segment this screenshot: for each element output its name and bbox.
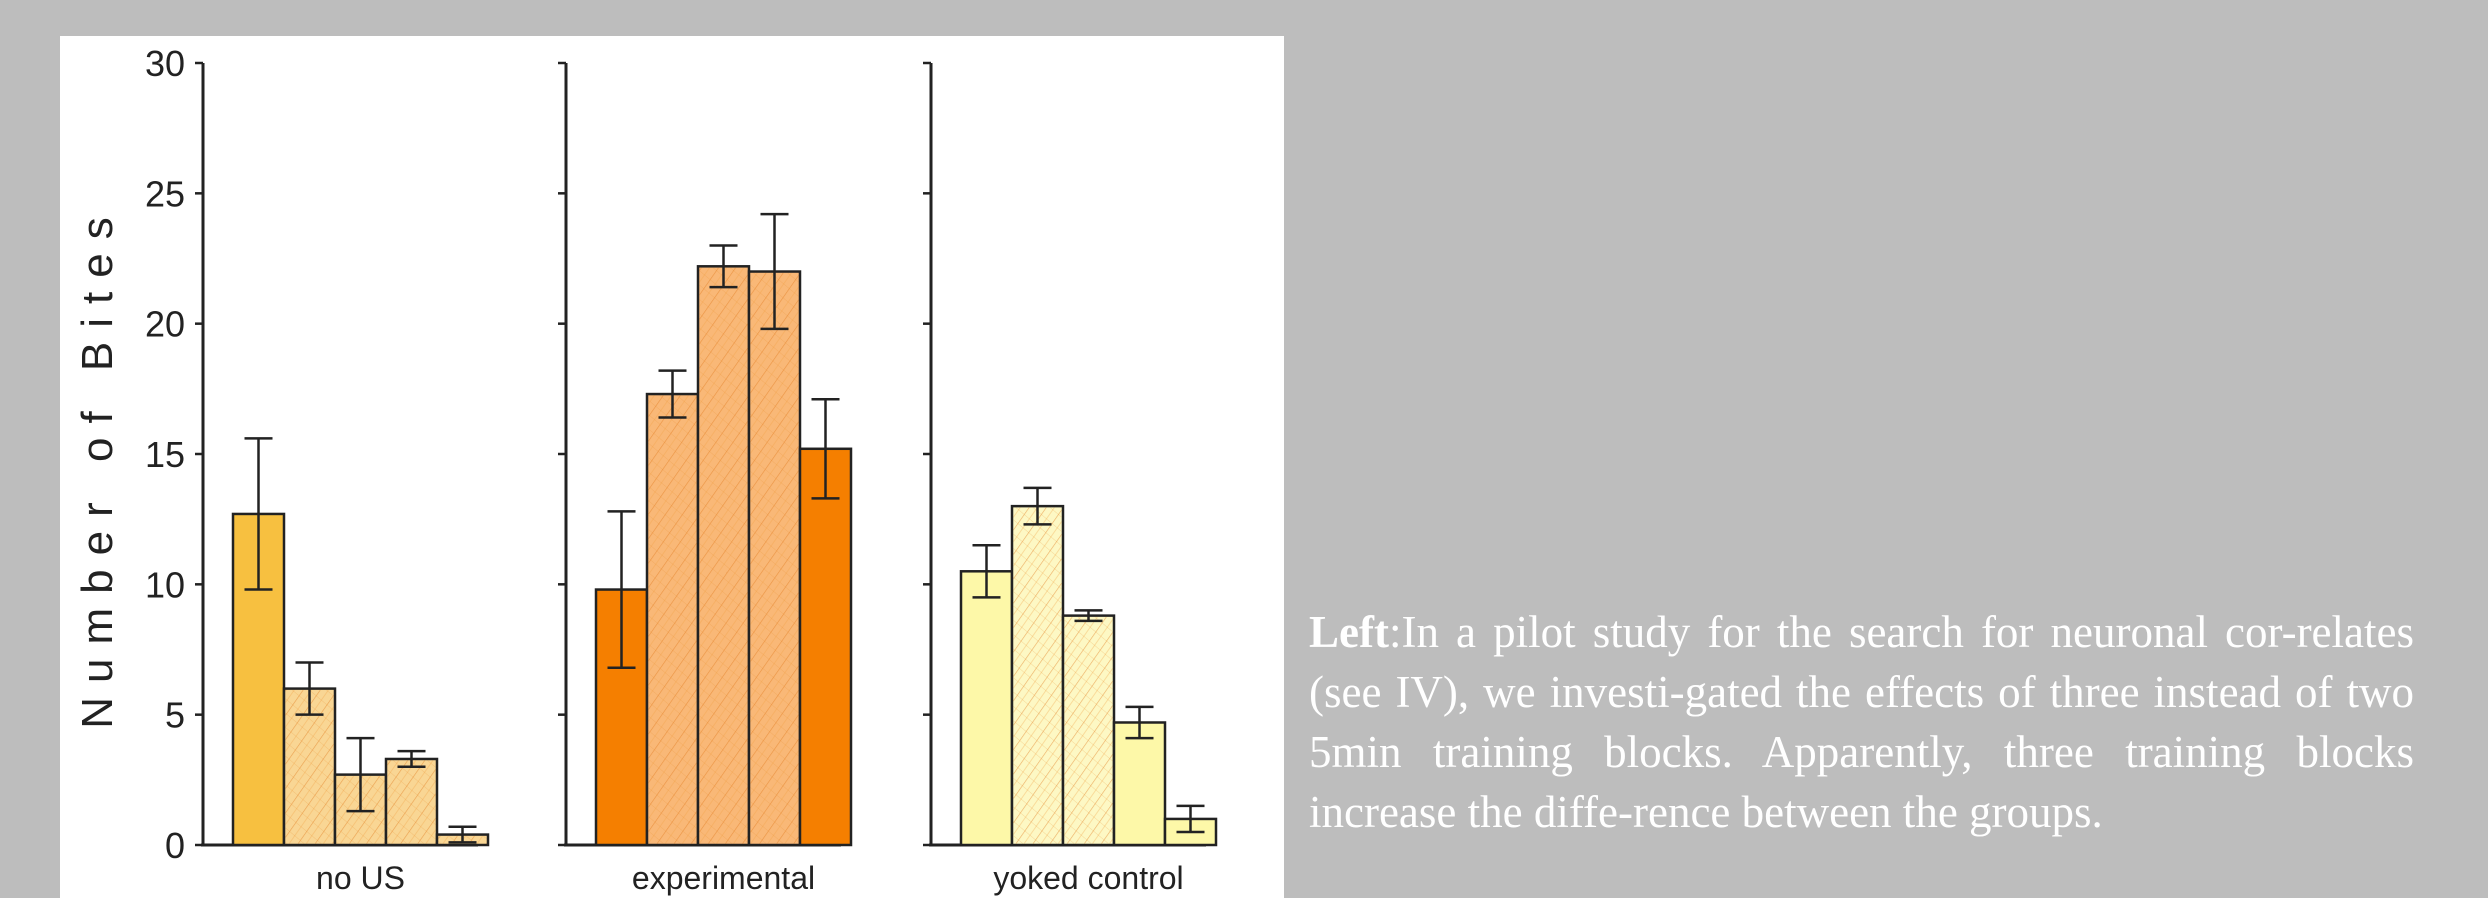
y-tick-label: 15 xyxy=(145,434,185,475)
chart-panel: Number of Bites 0 5 10 15 20 25 30 no US experime… xyxy=(60,36,1284,898)
y-tick-label: 5 xyxy=(165,695,185,736)
bar xyxy=(798,447,853,847)
y-tick-label: 0 xyxy=(165,825,185,866)
bar-hatch xyxy=(1013,507,1062,844)
bar-hatch xyxy=(1064,617,1113,844)
group-label: experimental xyxy=(632,860,815,896)
bar xyxy=(959,570,1014,847)
group-label: yoked control xyxy=(993,860,1183,896)
bar-chart: Number of Bites 0 5 10 15 20 25 30 no US experime… xyxy=(73,43,1218,896)
y-tick-label: 30 xyxy=(145,43,185,84)
y-tick-label: 25 xyxy=(145,173,185,214)
y-axis-title: Number of Bites xyxy=(73,203,122,728)
bar-hatch xyxy=(387,760,436,844)
caption-text: :In a pilot study for the search for neu… xyxy=(1309,607,2414,837)
bar-hatch xyxy=(750,273,799,844)
bar-hatch xyxy=(699,267,748,844)
group-label: no US xyxy=(316,860,405,896)
y-tick-label: 10 xyxy=(145,564,185,605)
bar-hatch xyxy=(648,395,697,844)
y-tick-label: 20 xyxy=(145,304,185,345)
bar xyxy=(1112,721,1167,847)
caption: Left:In a pilot study for the search for… xyxy=(1309,602,2414,842)
caption-lead: Left xyxy=(1309,607,1389,657)
